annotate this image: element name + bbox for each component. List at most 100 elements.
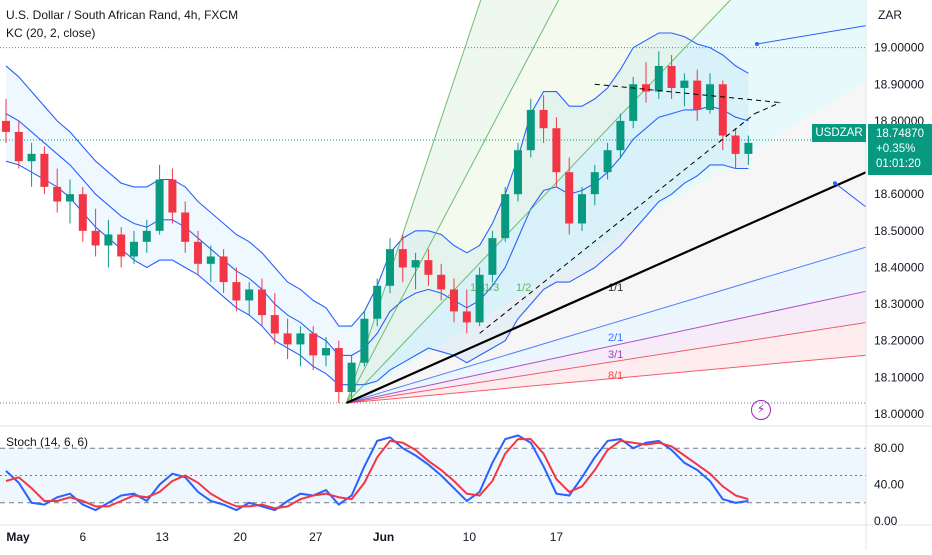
- candle-body: [181, 212, 190, 242]
- candle-body: [706, 84, 714, 110]
- candle-body: [552, 128, 561, 173]
- candle-body: [539, 109, 548, 129]
- candle-body: [334, 348, 343, 393]
- candle-body: [526, 109, 535, 151]
- dashed-channel-line: [479, 113, 756, 334]
- chart-title: U.S. Dollar / South African Rand, 4h, FX…: [6, 8, 239, 22]
- gann-fan-line: [346, 0, 482, 404]
- projection-point-lower: [833, 181, 837, 186]
- main-trendline: [346, 171, 867, 405]
- candle-body: [616, 120, 625, 151]
- candle-body: [360, 318, 369, 363]
- stoch-d-line: [5, 438, 749, 510]
- candle-body: [731, 135, 740, 154]
- candle-body: [270, 315, 279, 334]
- kc-legend: KC (20, 2, close): [6, 26, 96, 40]
- time-tick-label: 10: [463, 530, 477, 544]
- candle-body: [142, 230, 151, 242]
- fan-label: 1/2: [516, 282, 531, 294]
- candle-body: [680, 80, 689, 88]
- candle-body: [718, 84, 727, 136]
- candle-body: [322, 348, 330, 356]
- candle-body: [398, 249, 407, 268]
- time-tick-label: 27: [309, 530, 323, 544]
- gann-fan-line: [346, 0, 731, 404]
- candle-body: [206, 256, 215, 264]
- candle-body: [450, 289, 458, 312]
- dashed-apex-line: [754, 102, 781, 115]
- fan-1-1-fill: [346, 80, 867, 404]
- stoch-tick-label: 40.00: [874, 478, 904, 492]
- candle-body: [693, 80, 702, 110]
- time-tick-label: 20: [234, 530, 248, 544]
- price-tick-label: 18.60000: [874, 187, 924, 201]
- projection-line-lower: [834, 182, 867, 208]
- gann-fan-line: [346, 290, 867, 404]
- candle-body: [194, 241, 202, 264]
- candle-body: [437, 274, 446, 290]
- candle-body: [2, 120, 10, 132]
- candle-body: [514, 150, 522, 195]
- price-tick-label: 18.90000: [874, 77, 924, 91]
- fan-label: 2/1: [608, 332, 623, 344]
- stoch-tick-label: 80.00: [874, 441, 904, 455]
- time-tick-label: 13: [155, 530, 169, 544]
- projection-point-upper: [755, 41, 759, 46]
- projection-line-upper: [756, 25, 867, 45]
- price-tick-label: 19.00000: [874, 41, 924, 55]
- candle-body: [14, 131, 23, 162]
- candle-body: [155, 179, 164, 231]
- candle-body: [117, 234, 126, 257]
- candle-body: [424, 260, 433, 275]
- candle-body: [258, 289, 266, 316]
- last-price-change: +0.35%: [876, 143, 916, 155]
- dashed-top-line: [594, 83, 781, 104]
- candle-body: [462, 311, 471, 323]
- candle-body: [130, 241, 138, 257]
- last-price-value: 18.74870: [876, 128, 924, 140]
- candle-body: [66, 194, 74, 202]
- kc-middle-line: [5, 105, 749, 356]
- stoch-tick-label: 0.00: [874, 514, 898, 528]
- fan-label: 1/3: [484, 282, 499, 294]
- candle-body: [219, 256, 228, 283]
- last-price-tag: 18.74870 +0.35% 01:01:20: [868, 124, 932, 175]
- price-tick-label: 18.50000: [874, 224, 924, 238]
- fan-1-4-fill: [346, 0, 867, 404]
- grid-lines: [0, 47, 866, 404]
- price-tick-label: 18.20000: [874, 334, 924, 348]
- lightning-icon[interactable]: ⚡: [751, 400, 771, 420]
- candle-body: [283, 333, 292, 345]
- candle-body: [53, 186, 62, 202]
- stoch-legend: Stoch (14, 6, 6): [6, 435, 89, 449]
- currency-badge[interactable]: ZAR: [878, 8, 902, 22]
- time-tick-label: 17: [550, 530, 564, 544]
- stochastic-pane: [0, 434, 866, 512]
- candle-body: [642, 84, 650, 92]
- price-tick-label: 18.00000: [874, 407, 924, 421]
- candle-body: [168, 179, 177, 213]
- drawings: [346, 25, 867, 405]
- kc-band-fill: [6, 32, 749, 385]
- candle-body: [744, 142, 753, 154]
- candle-body: [373, 285, 382, 319]
- fan-label: 8/1: [608, 370, 623, 382]
- fan-label: 3/1: [608, 349, 623, 361]
- symbol-tag: USDZAR: [812, 124, 866, 142]
- candle-body: [232, 282, 241, 301]
- candle-body: [629, 84, 638, 121]
- candle-body: [603, 150, 612, 173]
- candle-body: [27, 153, 36, 162]
- price-tick-label: 18.10000: [874, 370, 924, 384]
- candle-body: [667, 65, 676, 88]
- candle-body: [501, 194, 510, 239]
- time-tick-label: Jun: [373, 530, 394, 544]
- candle-body: [78, 194, 87, 231]
- candle-body: [104, 234, 113, 246]
- gann-fan-line: [346, 354, 867, 404]
- candle-body: [565, 172, 574, 224]
- price-tick-label: 18.40000: [874, 260, 924, 274]
